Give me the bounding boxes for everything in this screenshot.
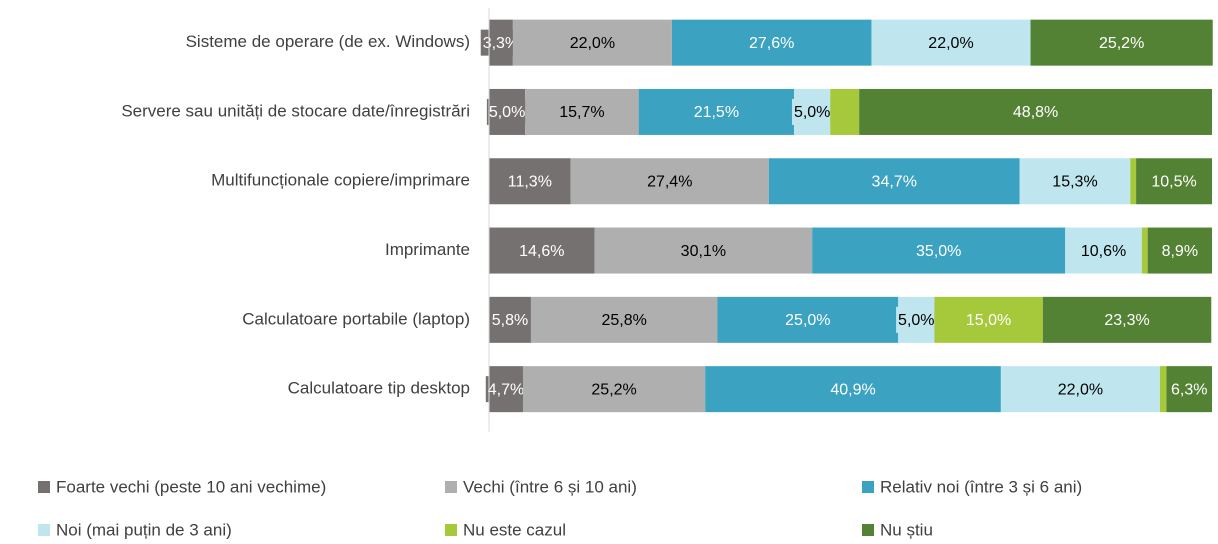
bar-segment: [638, 88, 795, 135]
data-label: 27,4%: [647, 173, 692, 190]
bar-segment: [570, 158, 769, 205]
category-label: Sisteme de operare (de ex. Windows): [186, 32, 470, 51]
bar-segment: [1136, 158, 1212, 205]
bar-segment: [594, 227, 813, 274]
data-label: 11,3%: [508, 173, 552, 190]
bar-segment: [489, 296, 531, 343]
legend-label: Vechi (între 6 și 10 ani): [463, 477, 637, 496]
bar-segment: [512, 19, 672, 66]
data-label: 10,5%: [1151, 173, 1196, 190]
data-label: 5,0%: [898, 312, 934, 329]
bar-segment: [489, 158, 571, 205]
data-label: 27,6%: [749, 35, 794, 52]
label-background: [486, 98, 528, 125]
data-label: 6,3%: [1171, 381, 1207, 398]
bar-segment: [1159, 366, 1167, 413]
legend-swatch: [38, 481, 50, 493]
bar-segment: [525, 88, 639, 135]
data-label: 10,6%: [1081, 243, 1126, 260]
legend-label: Relativ noi (între 3 și 6 ani): [880, 477, 1082, 496]
legend-label: Nu știu: [880, 520, 933, 539]
category-label: Calculatoare portabile (laptop): [242, 309, 470, 328]
bar-segment: [1166, 366, 1212, 413]
bar-segment: [489, 227, 595, 274]
bar-segment: [1147, 227, 1212, 274]
data-label: 14,6%: [519, 243, 564, 260]
data-label: 5,0%: [794, 104, 830, 121]
data-label: 25,8%: [602, 312, 647, 329]
legend-swatch: [862, 524, 874, 536]
data-label: 8,9%: [1162, 243, 1198, 260]
data-label: 23,3%: [1104, 312, 1149, 329]
data-label: 30,1%: [681, 243, 726, 260]
data-label: 25,0%: [785, 312, 830, 329]
bar-segment: [934, 296, 1043, 343]
bar-segment: [1000, 366, 1160, 413]
bar-segment: [812, 227, 1066, 274]
bar-segment: [1130, 158, 1137, 205]
bar-segment: [830, 88, 860, 135]
bar-segment: [1042, 296, 1212, 343]
legend-label: Noi (mai puțin de 3 ani): [56, 520, 232, 539]
bar-segment: [671, 19, 872, 66]
data-label: 40,9%: [830, 381, 875, 398]
label-background: [485, 376, 527, 403]
legend-swatch: [445, 481, 457, 493]
legend-label: Nu este cazul: [463, 520, 566, 539]
data-label: 34,7%: [872, 173, 917, 190]
data-label: 48,8%: [1013, 104, 1058, 121]
data-label: 22,0%: [570, 35, 615, 52]
category-label: Multifuncționale copiere/imprimare: [211, 171, 470, 190]
bar-segment: [1030, 19, 1213, 66]
label-background: [896, 306, 937, 333]
data-label: 15,0%: [966, 312, 1011, 329]
legend-label: Foarte vechi (peste 10 ani vechime): [56, 477, 326, 496]
legend-swatch: [862, 481, 874, 493]
data-label: 4,7%: [488, 381, 524, 398]
legend-swatch: [38, 524, 50, 536]
data-label: 25,2%: [1099, 35, 1144, 52]
data-label: 25,2%: [591, 381, 636, 398]
category-label: Servere sau unități de stocare date/înre…: [121, 101, 470, 120]
bar-segment: [530, 296, 718, 343]
data-label: 22,0%: [1058, 381, 1103, 398]
bar-segment: [717, 296, 899, 343]
bar-segment: [705, 366, 1001, 413]
data-label: 15,7%: [559, 104, 604, 121]
bar-segment: [1141, 227, 1148, 274]
data-label: 5,0%: [489, 104, 525, 121]
data-label: 5,8%: [492, 312, 528, 329]
bar-segment: [1065, 227, 1142, 274]
data-label: 35,0%: [916, 243, 961, 260]
bar-segment: [768, 158, 1020, 205]
bar-segment: [859, 88, 1212, 135]
label-background: [791, 98, 833, 125]
data-label: 21,5%: [694, 104, 739, 121]
category-label: Imprimante: [385, 240, 470, 259]
data-label: 22,0%: [928, 35, 973, 52]
category-label: Calculatoare tip desktop: [288, 379, 470, 398]
data-label: 15,3%: [1052, 173, 1097, 190]
data-label: 3,3%: [483, 35, 519, 52]
legend-swatch: [445, 524, 457, 536]
bar-segment: [1019, 158, 1131, 205]
bar-segment: [522, 366, 706, 413]
bar-segment: [871, 19, 1031, 66]
